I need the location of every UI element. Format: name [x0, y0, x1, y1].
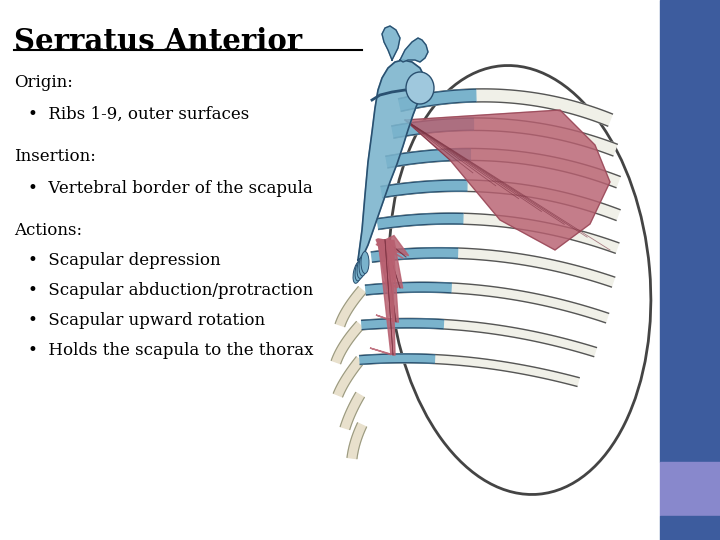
Polygon shape: [336, 287, 366, 327]
Polygon shape: [366, 282, 451, 295]
Text: •  Scapular abduction/protraction: • Scapular abduction/protraction: [28, 282, 313, 299]
Polygon shape: [381, 180, 467, 198]
Ellipse shape: [389, 65, 651, 495]
Ellipse shape: [353, 262, 362, 284]
Polygon shape: [347, 423, 366, 458]
Polygon shape: [372, 248, 615, 287]
Text: •  Vertebral border of the scapula: • Vertebral border of the scapula: [28, 180, 312, 197]
Polygon shape: [386, 148, 620, 187]
Polygon shape: [392, 118, 474, 138]
Polygon shape: [382, 26, 400, 60]
Text: Origin:: Origin:: [14, 74, 73, 91]
Polygon shape: [399, 89, 613, 126]
Polygon shape: [400, 38, 428, 62]
Polygon shape: [366, 282, 608, 323]
Text: Insertion:: Insertion:: [14, 148, 96, 165]
Polygon shape: [358, 60, 425, 260]
Text: •  Holds the scapula to the thorax: • Holds the scapula to the thorax: [28, 342, 313, 359]
Ellipse shape: [357, 256, 366, 279]
Polygon shape: [376, 240, 402, 288]
Polygon shape: [361, 319, 444, 329]
Bar: [660, 462, 720, 516]
Polygon shape: [405, 110, 610, 250]
Ellipse shape: [355, 259, 364, 281]
Polygon shape: [370, 239, 395, 355]
Polygon shape: [386, 148, 470, 167]
Polygon shape: [377, 213, 463, 229]
Polygon shape: [360, 354, 435, 364]
Polygon shape: [376, 235, 409, 258]
Bar: [660, 0, 720, 462]
Polygon shape: [360, 354, 579, 386]
Bar: [660, 516, 720, 540]
Text: •  Scapular depression: • Scapular depression: [28, 252, 220, 269]
Polygon shape: [377, 213, 618, 253]
Text: Actions:: Actions:: [14, 222, 82, 239]
Ellipse shape: [359, 254, 367, 276]
Polygon shape: [392, 118, 617, 156]
Polygon shape: [376, 239, 398, 322]
Polygon shape: [331, 322, 364, 363]
Polygon shape: [399, 89, 476, 111]
Text: •  Scapular upward rotation: • Scapular upward rotation: [28, 312, 265, 329]
Polygon shape: [381, 180, 620, 220]
Polygon shape: [361, 319, 596, 356]
Ellipse shape: [406, 72, 434, 104]
Text: •  Ribs 1-9, outer surfaces: • Ribs 1-9, outer surfaces: [28, 106, 249, 123]
Polygon shape: [333, 357, 364, 397]
Polygon shape: [372, 248, 458, 262]
Ellipse shape: [361, 252, 369, 273]
Polygon shape: [341, 393, 364, 429]
Text: Serratus Anterior: Serratus Anterior: [14, 27, 302, 56]
